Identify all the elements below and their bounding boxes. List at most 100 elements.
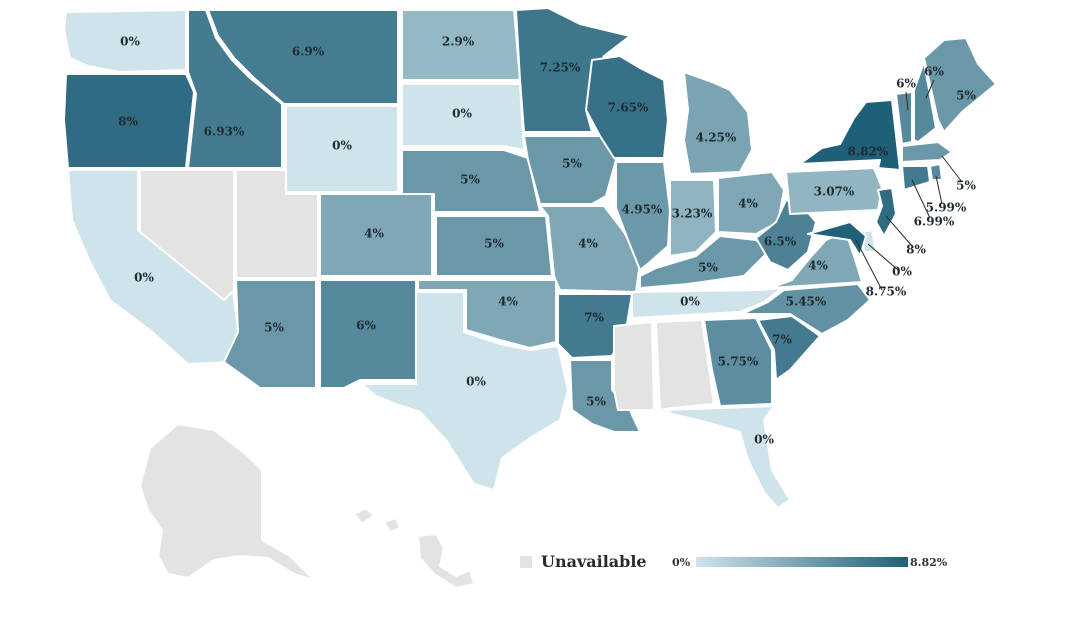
state-label-sd: 0% xyxy=(452,107,472,121)
state-nh xyxy=(913,61,937,143)
state-label-ar: 7% xyxy=(584,311,604,325)
state-label-sc: 7% xyxy=(772,333,792,347)
state-label-ne: 5% xyxy=(460,173,480,187)
leader-line-md xyxy=(855,239,883,291)
state-ks xyxy=(435,215,553,277)
state-mt xyxy=(207,9,399,105)
state-label-ny: 8.82% xyxy=(848,145,889,159)
state-wy xyxy=(285,105,399,193)
state-me xyxy=(923,37,997,133)
state-label-wv: 6.5% xyxy=(764,235,797,249)
state-wa xyxy=(63,9,187,73)
state-label-wa: 0% xyxy=(120,35,140,49)
state-md xyxy=(807,221,867,257)
state-label-or: 8% xyxy=(118,115,138,129)
state-label-tx: 0% xyxy=(466,375,486,389)
state-label-ks: 5% xyxy=(484,237,504,251)
state-la xyxy=(569,359,641,433)
states-layer xyxy=(63,7,997,589)
state-label-tn: 0% xyxy=(680,295,700,309)
state-ne xyxy=(401,149,541,213)
state-label-pa: 3.07% xyxy=(814,185,855,199)
state-vt xyxy=(895,91,913,145)
state-label-vt: 6% xyxy=(896,77,916,91)
state-ok xyxy=(417,279,557,349)
state-wv xyxy=(755,199,817,271)
state-label-ri: 5.99% xyxy=(926,201,967,215)
state-label-fl: 0% xyxy=(754,433,774,447)
legend-min-label: 0% xyxy=(672,556,691,569)
state-nm xyxy=(319,279,417,389)
leader-line-nj xyxy=(885,215,913,247)
state-label-mo: 4% xyxy=(578,237,598,251)
state-label-va: 4% xyxy=(808,259,828,273)
state-id xyxy=(187,9,283,169)
state-ct xyxy=(901,165,931,191)
state-ca xyxy=(67,169,239,365)
state-il xyxy=(615,161,671,271)
state-label-oh: 4% xyxy=(738,197,758,211)
state-ut xyxy=(235,169,319,279)
state-label-nj: 8% xyxy=(906,243,926,257)
state-label-la: 5% xyxy=(586,395,606,409)
state-label-mi: 4.25% xyxy=(696,131,737,145)
state-label-ia: 5% xyxy=(562,157,582,171)
leader-line-de xyxy=(867,243,899,271)
state-label-ok: 4% xyxy=(498,295,518,309)
state-label-co: 4% xyxy=(364,227,384,241)
state-sd xyxy=(401,83,525,151)
state-label-mn: 7.25% xyxy=(540,61,581,75)
state-ma xyxy=(901,141,953,163)
state-or xyxy=(63,73,195,169)
leader-line-ct xyxy=(911,179,931,219)
leader-line-vt xyxy=(905,91,909,111)
state-label-nc: 5.45% xyxy=(786,295,827,309)
leader-line-ri xyxy=(935,175,943,205)
state-label-nh: 6% xyxy=(924,65,944,79)
state-ny xyxy=(799,99,901,171)
state-label-mt: 6.9% xyxy=(292,45,325,59)
state-hi xyxy=(353,507,475,589)
state-label-ca: 0% xyxy=(134,271,154,285)
state-label-az: 5% xyxy=(264,321,284,335)
state-label-wi: 7.65% xyxy=(608,101,649,115)
state-label-nd: 2.9% xyxy=(442,35,475,49)
state-label-id: 6.93% xyxy=(204,125,245,139)
state-al xyxy=(655,319,715,411)
leader-line-ma xyxy=(941,155,963,183)
legend-gradient-bar xyxy=(696,557,908,567)
leader-lines xyxy=(855,79,963,291)
state-fl xyxy=(665,405,791,509)
legend: Unavailable 0% 8.82% xyxy=(520,548,960,576)
state-label-md: 8.75% xyxy=(866,285,907,299)
state-mi xyxy=(683,71,753,175)
state-label-ma: 5% xyxy=(956,179,976,193)
state-label-in: 3.23% xyxy=(672,207,713,221)
state-nj xyxy=(875,187,897,237)
state-az xyxy=(223,279,317,389)
leader-line-nh xyxy=(925,79,935,99)
unavailable-swatch xyxy=(520,556,532,568)
state-ri xyxy=(929,163,943,181)
legend-unavailable-label: Unavailable xyxy=(541,552,647,571)
state-label-de: 0% xyxy=(892,265,912,279)
state-label-nm: 6% xyxy=(356,319,376,333)
state-ak xyxy=(139,423,315,581)
state-co xyxy=(319,193,433,277)
legend-max-label: 8.82% xyxy=(910,556,948,569)
state-nv xyxy=(139,169,235,301)
state-label-me: 5% xyxy=(956,89,976,103)
state-label-ct: 6.99% xyxy=(914,215,955,229)
state-label-ga: 5.75% xyxy=(718,355,759,369)
state-labels: 0% 8% 0% 6.93% 6.9% 0% 5% 4% 6% 2.9% 0% 5% 5% 4% 0% 7.2… xyxy=(118,35,976,447)
state-label-wy: 0% xyxy=(332,139,352,153)
state-in xyxy=(669,179,717,257)
state-nc xyxy=(741,283,871,335)
state-label-il: 4.95% xyxy=(622,203,663,217)
state-tx xyxy=(361,291,569,491)
state-wi xyxy=(585,55,669,159)
state-ga xyxy=(703,317,773,407)
state-tn xyxy=(631,287,783,319)
state-label-ky: 5% xyxy=(698,261,718,275)
